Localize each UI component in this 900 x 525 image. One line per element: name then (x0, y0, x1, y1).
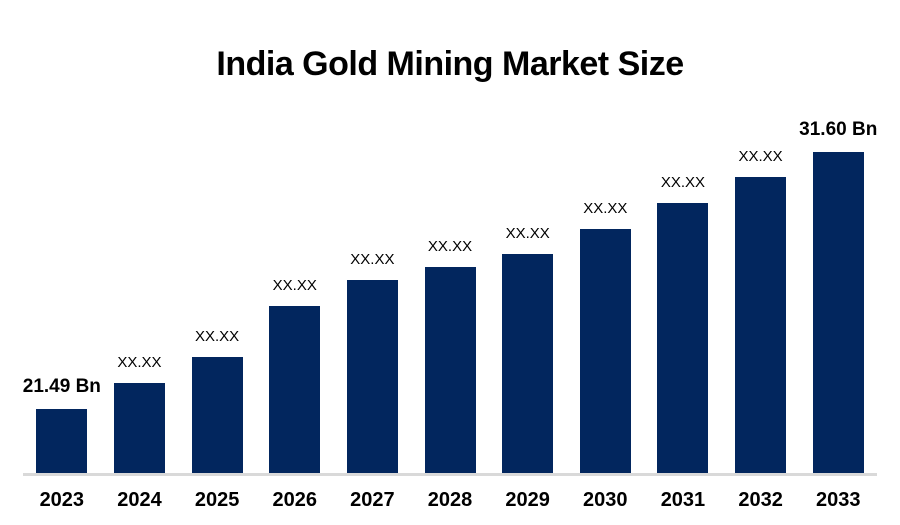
bar-value-2025: XX.XX (195, 328, 240, 345)
year-label-2031: 2031 (660, 488, 706, 511)
year-label-2033: 2033 (815, 488, 861, 511)
bar-group-2026: XX.XX (256, 278, 334, 473)
bar-value-2023: 21.49 Bn (22, 376, 101, 397)
bar-chart: 21.49 Bn XX.XX XX.XX XX.XX XX.XX XX.XX X… (23, 80, 878, 510)
bar-2028 (424, 267, 476, 473)
bar-2024 (113, 383, 165, 473)
year-label-2026: 2026 (272, 488, 317, 511)
bar-group-2025: XX.XX (178, 329, 256, 473)
bar-value-2029: XX.XX (505, 225, 550, 242)
year-label-2029: 2029 (505, 488, 550, 511)
bar-value-2030: XX.XX (583, 200, 628, 217)
bar-2027 (346, 280, 398, 473)
bar-2026 (269, 306, 321, 473)
bar-value-2024: XX.XX (117, 354, 162, 371)
bar-group-2031: XX.XX (644, 175, 722, 473)
bar-value-2027: XX.XX (350, 251, 395, 268)
bar-value-2026: XX.XX (272, 277, 317, 294)
bar-group-2024: XX.XX (101, 355, 179, 473)
bar-group-2027: XX.XX (334, 252, 412, 473)
plot-area: 21.49 Bn XX.XX XX.XX XX.XX XX.XX XX.XX X… (23, 80, 877, 473)
bar-group-2023: 21.49 Bn (23, 377, 101, 473)
bar-group-2032: XX.XX (722, 149, 800, 473)
bar-2029 (502, 254, 554, 473)
bar-2032 (735, 177, 787, 473)
year-label-2028: 2028 (427, 488, 473, 511)
bar-2025 (191, 357, 243, 473)
year-label-2032: 2032 (738, 488, 783, 511)
bar-group-2033: 31.60 Bn (799, 120, 877, 473)
x-axis-labels: 2023 2024 2025 2026 2027 2028 2029 2030 … (23, 490, 877, 510)
year-label-2023: 2023 (39, 488, 85, 511)
chart-title: India Gold Mining Market Size (216, 44, 684, 83)
bar-value-2028: XX.XX (427, 238, 473, 255)
bar-group-2030: XX.XX (566, 201, 644, 473)
year-label-2024: 2024 (117, 488, 162, 511)
year-label-2025: 2025 (194, 488, 240, 511)
year-label-2030: 2030 (583, 488, 628, 511)
bar-group-2029: XX.XX (489, 226, 567, 473)
bar-2030 (579, 229, 631, 473)
bar-2023 (36, 409, 88, 473)
x-axis-line (23, 473, 877, 476)
bar-2033 (812, 152, 864, 473)
bar-value-2033: 31.60 Bn (799, 119, 878, 140)
bar-value-2032: XX.XX (738, 148, 783, 165)
bar-2031 (657, 203, 709, 473)
bar-group-2028: XX.XX (411, 239, 489, 473)
year-label-2027: 2027 (350, 488, 395, 511)
bar-value-2031: XX.XX (660, 174, 706, 191)
